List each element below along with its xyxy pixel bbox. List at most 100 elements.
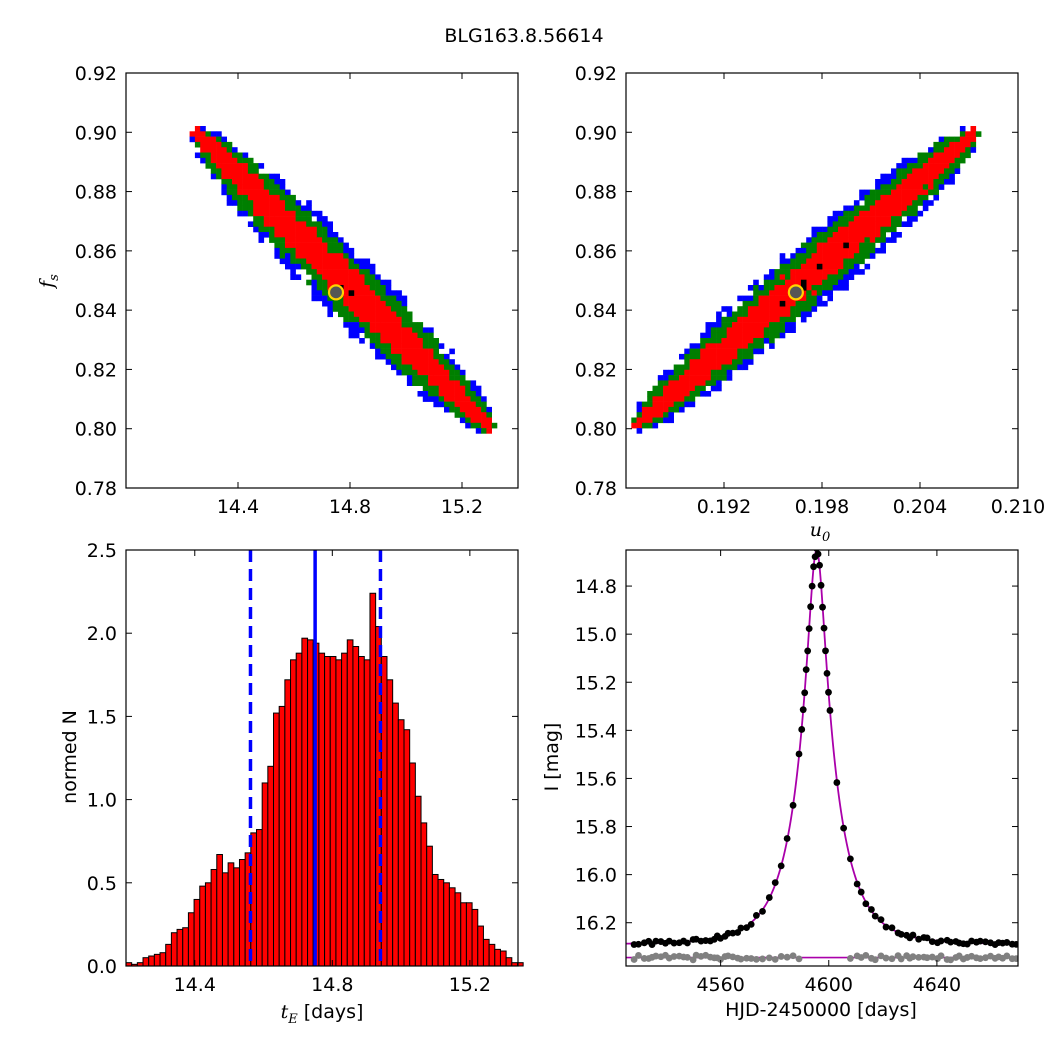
cell-inner: [896, 205, 902, 212]
cell-inner: [896, 184, 902, 190]
cell-inner: [700, 353, 706, 360]
cell-inner: [385, 316, 392, 323]
cell-inner: [705, 348, 712, 355]
cell-inner: [800, 274, 807, 280]
histogram-bar: [307, 639, 314, 967]
cell-middle: [832, 274, 839, 280]
cell-outer: [459, 369, 466, 376]
cell-middle: [933, 141, 939, 148]
cell-outer: [816, 295, 823, 302]
cell-inner: [853, 242, 860, 249]
cell-inner: [385, 332, 392, 339]
histogram-bar: [301, 637, 309, 967]
cell-inner: [933, 173, 939, 180]
cell-middle: [481, 401, 487, 408]
cell-middle: [364, 327, 371, 333]
cell-inner: [343, 258, 349, 265]
cell-inner: [838, 253, 844, 259]
cell-middle: [237, 157, 243, 164]
cell-outer: [322, 300, 328, 307]
cell-middle: [200, 152, 206, 159]
cell-inner: [816, 274, 823, 280]
cell-inner: [269, 210, 275, 217]
cell-inner: [891, 210, 897, 217]
cell-outer: [221, 184, 227, 190]
cell-inner: [668, 385, 674, 392]
cell-outer: [295, 263, 302, 270]
cell-middle: [912, 163, 918, 169]
cell-inner: [848, 237, 855, 243]
xlabel-u0: u0: [810, 519, 831, 545]
data-point: [783, 835, 791, 842]
cell-inner: [253, 205, 259, 212]
cell-inner: [221, 163, 227, 169]
cell-middle: [338, 242, 344, 249]
cell-inner: [875, 205, 881, 212]
cell-inner: [679, 380, 685, 386]
residual-point: [937, 952, 945, 960]
cell-inner: [732, 343, 738, 349]
cell-inner: [747, 306, 754, 312]
cell-inner: [806, 258, 812, 265]
best-fit-marker: [327, 284, 345, 301]
cell-middle: [838, 274, 844, 280]
cell-middle: [954, 136, 961, 143]
cell-outer: [944, 179, 950, 185]
cell-inner: [747, 327, 754, 333]
cell-middle: [875, 194, 881, 201]
cell-outer: [716, 322, 722, 328]
cell-outer: [385, 285, 392, 291]
cell-middle: [737, 353, 743, 360]
cell-middle: [758, 338, 765, 344]
cell-outer: [391, 364, 397, 371]
cell-inner: [459, 391, 466, 397]
cell-middle: [391, 353, 397, 360]
cell-middle: [721, 316, 727, 323]
cell-inner: [285, 221, 291, 227]
y-tick-label: 0.88: [575, 182, 617, 204]
cell-inner: [295, 226, 302, 233]
xlabel-te: tE [days]: [281, 1001, 364, 1027]
x-tick-label: 14.8: [311, 974, 353, 996]
cell-outer: [636, 401, 643, 408]
cell-inner: [769, 306, 775, 312]
cell-middle: [438, 353, 445, 360]
cell-inner: [306, 237, 312, 243]
cell-inner: [322, 269, 328, 275]
cell-outer: [747, 295, 754, 302]
cell-inner: [253, 173, 259, 180]
cell-inner: [263, 205, 270, 212]
cell-middle: [322, 226, 328, 233]
cell-inner: [705, 353, 712, 360]
cell-outer: [700, 391, 706, 397]
cell-middle: [758, 290, 765, 296]
cell-middle: [668, 406, 674, 413]
cell-middle: [800, 253, 807, 259]
histogram-bar: [210, 868, 218, 967]
cell-middle: [375, 332, 381, 339]
cell-inner: [279, 200, 286, 206]
cell-middle: [763, 290, 770, 296]
cell-middle: [205, 157, 212, 164]
cell-inner: [428, 375, 434, 381]
cell-outer: [657, 375, 664, 381]
cell-middle: [769, 327, 775, 333]
cell-inner: [769, 316, 775, 323]
cell-inner: [657, 401, 664, 408]
cell-middle: [348, 316, 355, 323]
cell-inner: [391, 343, 397, 349]
cell-inner: [753, 327, 759, 333]
cell-middle: [811, 237, 818, 243]
cell-inner: [641, 417, 648, 424]
histogram-bar: [153, 953, 161, 967]
cell-inner: [359, 290, 365, 296]
residual-point: [897, 955, 905, 963]
cell-inner: [428, 353, 434, 360]
cell-outer: [853, 200, 860, 206]
cell-outer: [864, 263, 871, 270]
cell-middle: [285, 247, 291, 254]
cell-inner: [912, 189, 918, 196]
residual-point: [846, 955, 854, 962]
cell-inner: [737, 316, 743, 323]
cell-outer: [221, 189, 227, 196]
